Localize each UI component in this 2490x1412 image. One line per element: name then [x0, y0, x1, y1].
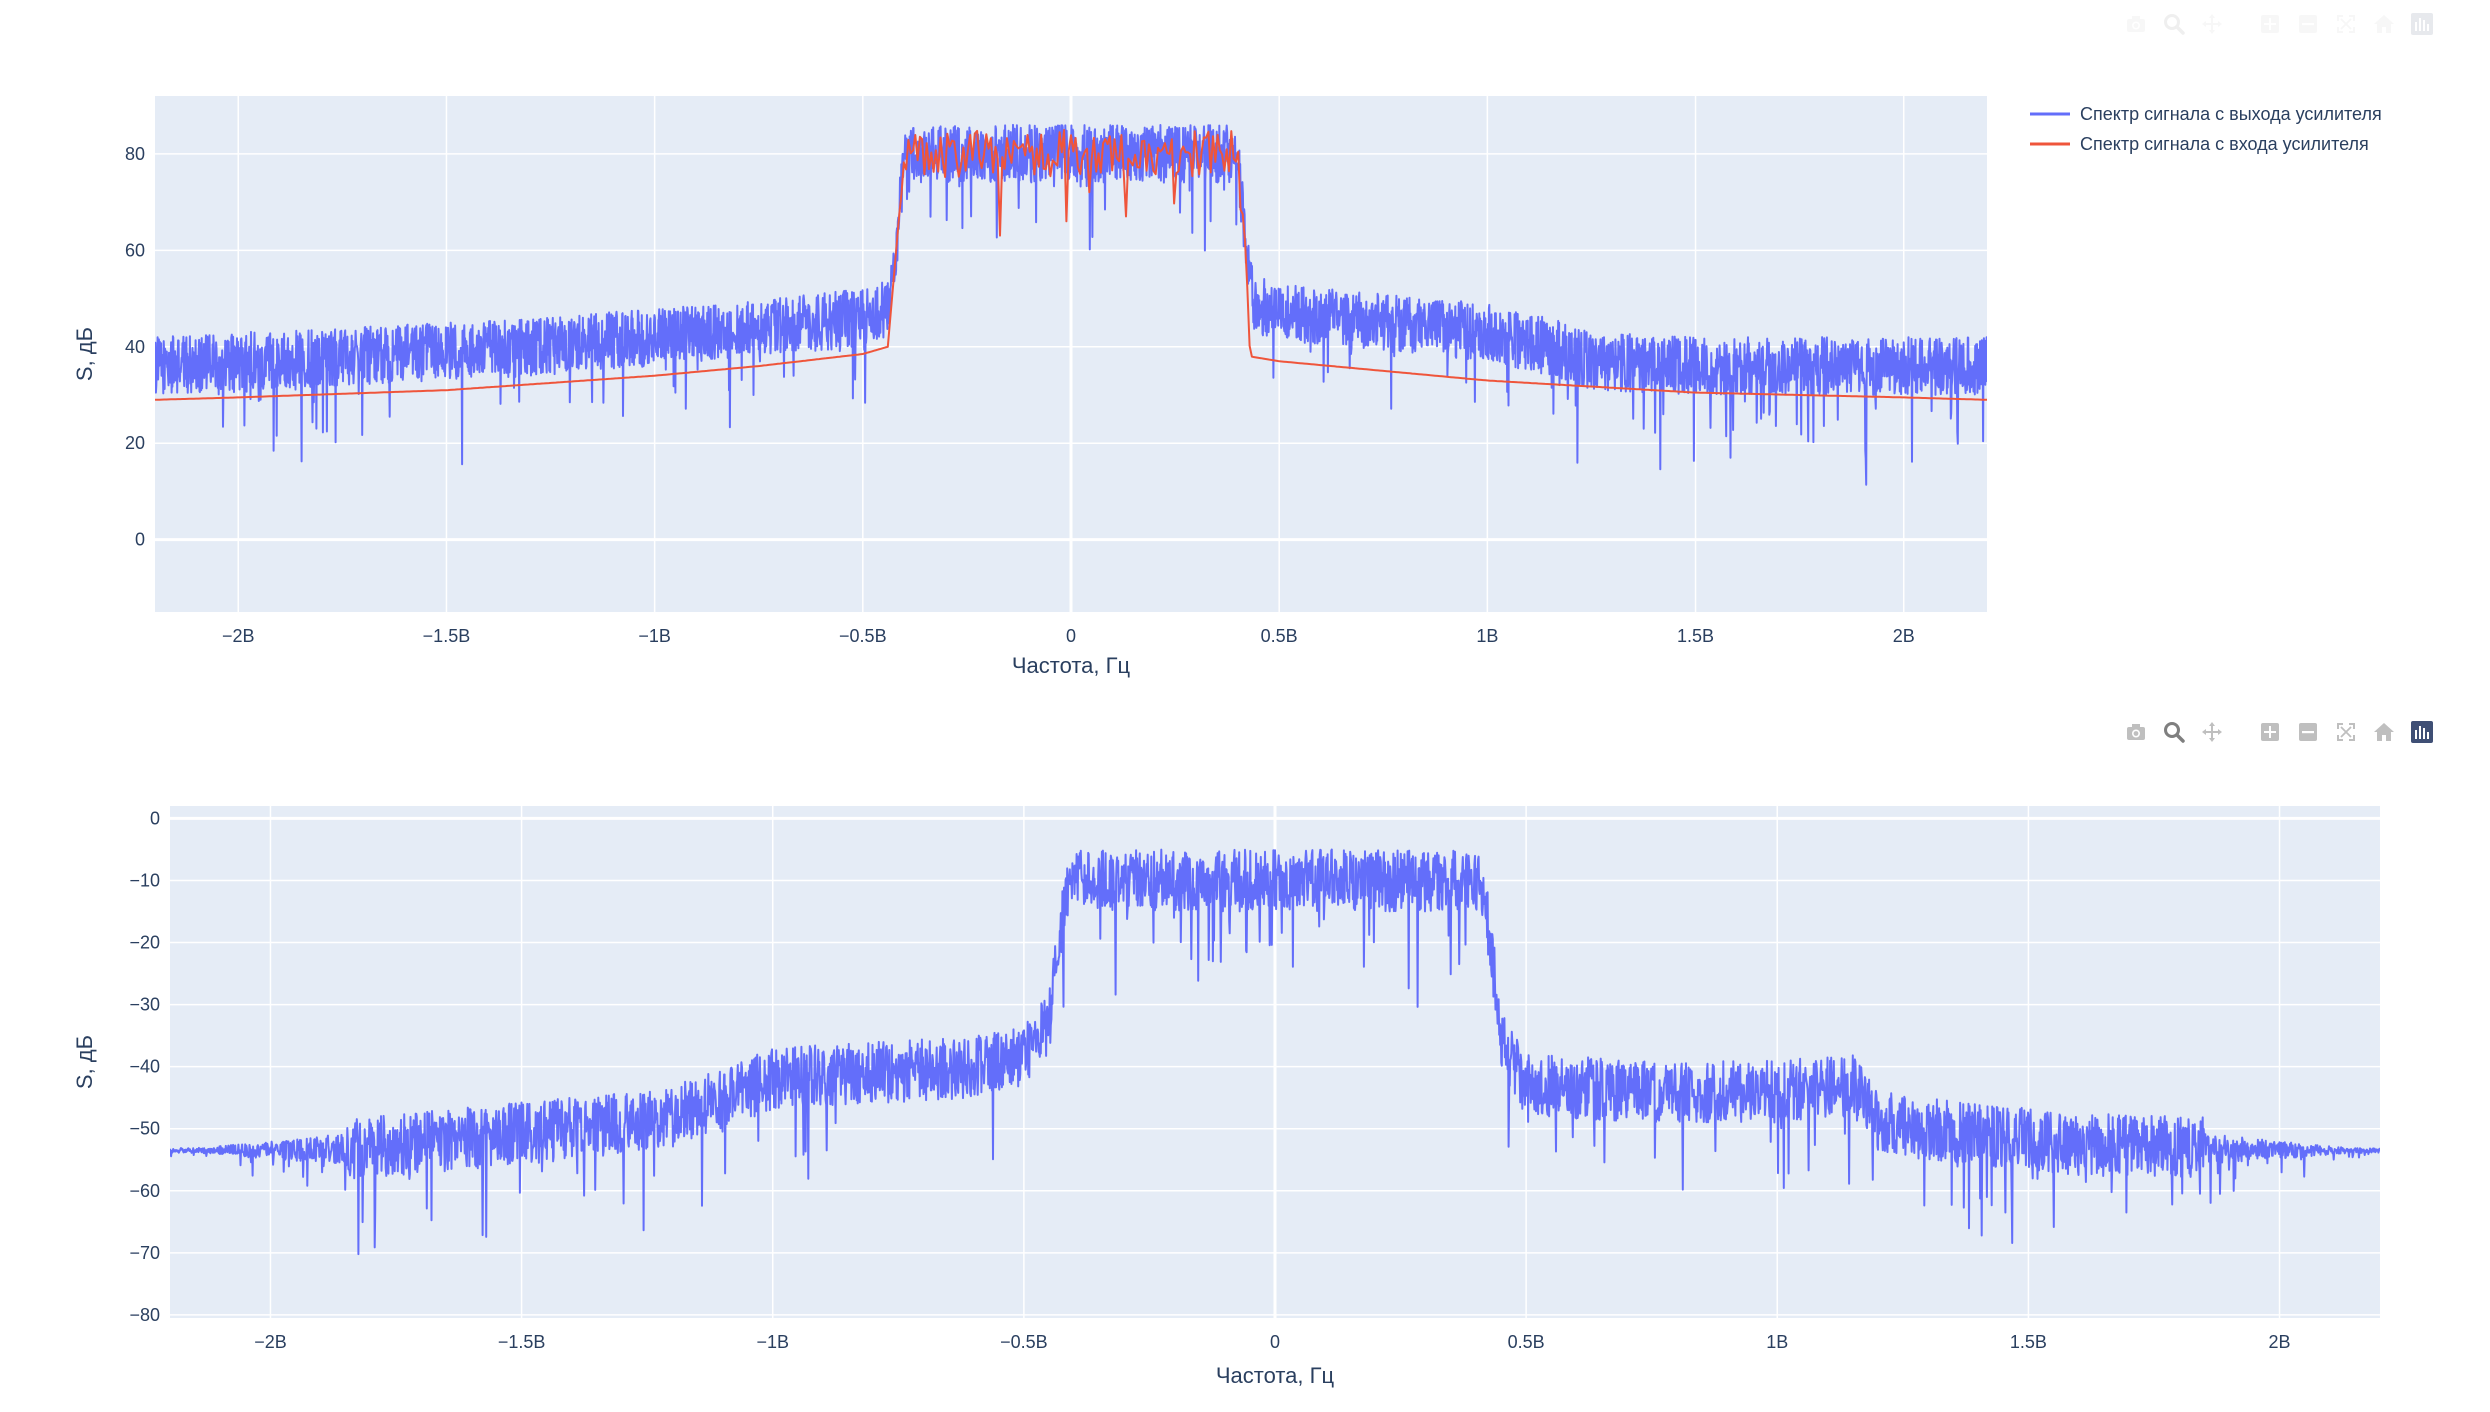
- y-tick-label: 80: [125, 144, 145, 164]
- y-tick-label: −40: [129, 1057, 160, 1077]
- plotly-logo-button[interactable]: [2408, 10, 2436, 38]
- modebar-bottom: [2122, 718, 2436, 746]
- plotly-logo-button[interactable]: [2408, 718, 2436, 746]
- zoom-out-button[interactable]: [2294, 10, 2322, 38]
- x-tick-label: 0: [1270, 1332, 1280, 1352]
- autoscale-icon: [2337, 15, 2355, 33]
- x-axis-title: Частота, Гц: [1216, 1363, 1335, 1388]
- autoscale-button[interactable]: [2332, 718, 2360, 746]
- autoscale-button[interactable]: [2332, 10, 2360, 38]
- series-line-output[interactable]: [170, 848, 2380, 1256]
- y-tick-labels: 0 20 40 60 80: [125, 144, 145, 550]
- zoom-button[interactable]: [2160, 10, 2188, 38]
- pan-icon: [2202, 14, 2222, 34]
- modebar-top: [2122, 10, 2436, 38]
- chart-top: −2B −1.5B −1B −0.5B 0 0.5B 1B 1.5B 2B 020406080 …: [72, 96, 2382, 678]
- x-tick-label: −2B: [254, 1332, 287, 1352]
- y-tick-label: 60: [125, 240, 145, 260]
- y-axis-title: S, дБ: [72, 1035, 97, 1089]
- x-tick-label: −2B: [222, 626, 255, 646]
- home-button[interactable]: [2370, 718, 2398, 746]
- camera-icon: [2127, 724, 2145, 740]
- legend-label-input[interactable]: Спектр сигнала с входа усилителя: [2080, 134, 2369, 154]
- y-tick-label: 0: [135, 530, 145, 550]
- legend: Спектр сигнала с выхода усилителя Спектр…: [2030, 104, 2382, 154]
- pan-icon: [2202, 722, 2222, 742]
- camera-button[interactable]: [2122, 10, 2150, 38]
- zoom-button[interactable]: [2160, 718, 2188, 746]
- x-tick-label: 0.5B: [1508, 1332, 1545, 1352]
- x-tick-label: 2B: [1893, 626, 1915, 646]
- y-tick-label: −70: [129, 1243, 160, 1263]
- y-tick-label: −30: [129, 995, 160, 1015]
- pan-button[interactable]: [2198, 718, 2226, 746]
- series-group: [155, 123, 1987, 486]
- zoom-in-button[interactable]: [2256, 718, 2284, 746]
- x-tick-label: −1B: [638, 626, 671, 646]
- zoom-out-button[interactable]: [2294, 718, 2322, 746]
- x-tick-label: 2B: [2269, 1332, 2291, 1352]
- y-tick-label: −20: [129, 933, 160, 953]
- x-tick-label: 0: [1066, 626, 1076, 646]
- legend-label-output[interactable]: Спектр сигнала с выхода усилителя: [2080, 104, 2382, 124]
- x-tick-label: −0.5B: [1000, 1332, 1048, 1352]
- x-tick-label: 1.5B: [2010, 1332, 2047, 1352]
- y-tick-label: 0: [150, 808, 160, 828]
- home-button[interactable]: [2370, 10, 2398, 38]
- y-tick-label: −80: [129, 1305, 160, 1325]
- zoom-icon: [2164, 14, 2185, 35]
- grid: [170, 806, 2380, 1318]
- autoscale-icon: [2337, 723, 2355, 741]
- zoom-in-icon: [2261, 723, 2279, 741]
- x-tick-labels: −2B −1.5B −1B −0.5B 0 0.5B 1B 1.5B 2B: [254, 1332, 2290, 1352]
- zoom-icon: [2164, 722, 2185, 743]
- y-tick-labels: 0 −10 −20 −30 −40 −50 −60 −70 −80: [129, 808, 160, 1324]
- pan-button[interactable]: [2198, 10, 2226, 38]
- y-tick-label: 20: [125, 433, 145, 453]
- zoom-in-button[interactable]: [2256, 10, 2284, 38]
- x-tick-label: 1B: [1476, 626, 1498, 646]
- y-axis-title: S, дБ: [72, 327, 97, 381]
- series-group: [170, 848, 2380, 1256]
- camera-icon: [2127, 16, 2145, 32]
- zoom-in-icon: [2261, 15, 2279, 33]
- plotly-logo-icon: [2411, 721, 2433, 743]
- x-tick-label: 1.5B: [1677, 626, 1714, 646]
- y-tick-label: 40: [125, 337, 145, 357]
- series-line-output[interactable]: [155, 123, 1987, 486]
- series-line-input[interactable]: [155, 129, 1987, 401]
- x-axis-title: Частота, Гц: [1012, 653, 1131, 678]
- y-tick-label: −10: [129, 870, 160, 890]
- camera-button[interactable]: [2122, 718, 2150, 746]
- x-tick-label: −0.5B: [839, 626, 887, 646]
- x-tick-label: 1B: [1766, 1332, 1788, 1352]
- x-tick-label: −1.5B: [423, 626, 471, 646]
- x-tick-label: −1.5B: [498, 1332, 546, 1352]
- x-tick-label: 0.5B: [1261, 626, 1298, 646]
- plotly-logo-icon: [2411, 13, 2433, 35]
- x-tick-label: −1B: [756, 1332, 789, 1352]
- y-tick-label: −60: [129, 1181, 160, 1201]
- y-tick-label: −50: [129, 1119, 160, 1139]
- chart-bottom: −2B −1.5B −1B −0.5B 0 0.5B 1B 1.5B 2B 0 −10 −20 −30…: [72, 806, 2380, 1388]
- home-icon: [2374, 723, 2394, 741]
- home-icon: [2374, 15, 2394, 33]
- grid: [155, 96, 1987, 612]
- x-tick-labels: −2B −1.5B −1B −0.5B 0 0.5B 1B 1.5B 2B: [222, 626, 1915, 646]
- zoom-out-icon: [2299, 723, 2317, 741]
- zoom-out-icon: [2299, 15, 2317, 33]
